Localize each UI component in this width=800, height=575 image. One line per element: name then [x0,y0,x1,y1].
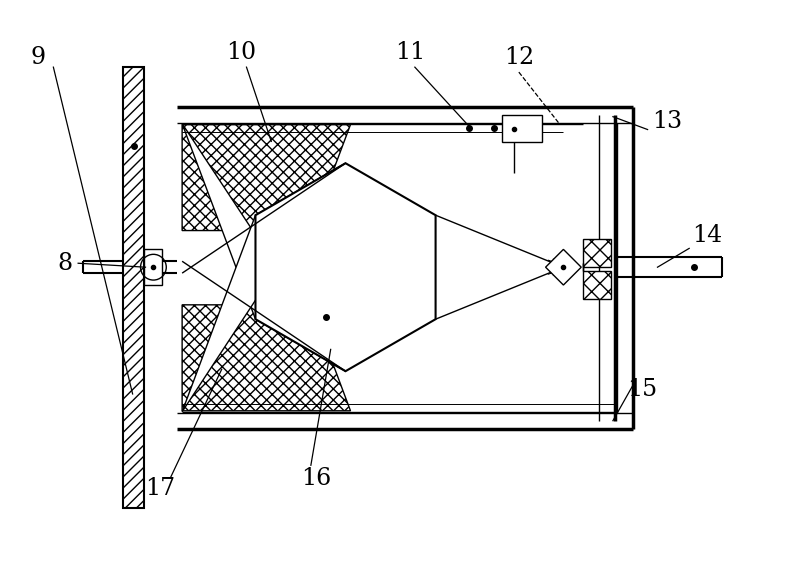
Text: 8: 8 [58,252,73,275]
Text: 10: 10 [226,41,257,64]
Text: 9: 9 [31,46,46,69]
Polygon shape [255,163,435,371]
Text: 14: 14 [692,224,722,247]
Text: 11: 11 [394,41,425,64]
Polygon shape [182,124,346,371]
Polygon shape [546,250,582,285]
Polygon shape [182,305,350,411]
Polygon shape [182,163,346,412]
Polygon shape [122,67,145,508]
Text: 13: 13 [652,110,682,133]
Polygon shape [583,239,611,267]
Polygon shape [502,114,542,143]
Text: 12: 12 [504,46,534,69]
Polygon shape [583,271,611,299]
Polygon shape [182,125,350,231]
Polygon shape [145,250,162,285]
Text: 15: 15 [627,378,658,401]
Text: 16: 16 [301,467,331,490]
Text: 17: 17 [146,477,175,500]
